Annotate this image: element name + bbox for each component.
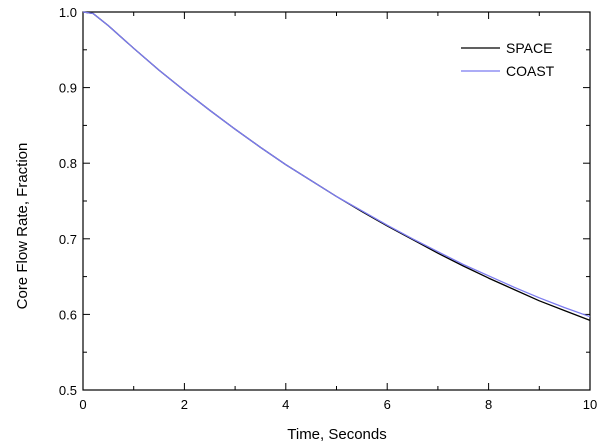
x-tick-label: 2 [181,397,188,412]
legend: SPACE COAST [461,40,555,79]
axes: 0 2 4 6 8 10 0.5 0.6 0.7 0.8 0.9 1.0 [59,5,597,412]
x-tick-label: 10 [583,397,597,412]
legend-label-coast: COAST [506,63,555,79]
x-tick-label: 0 [79,397,86,412]
y-tick-label: 0.8 [59,156,77,171]
series-lines [82,11,591,322]
series-line-space [82,11,591,322]
y-tick-label: 0.9 [59,81,77,96]
x-tick-label: 4 [282,397,289,412]
x-axis-title: Time, Seconds [287,426,387,443]
x-tick-label: 6 [384,397,391,412]
series-line-coast [82,11,591,318]
legend-label-space: SPACE [506,40,552,56]
y-tick-label: 0.5 [59,383,77,398]
x-tick-label: 8 [485,397,492,412]
y-tick-label: 0.6 [59,307,77,322]
y-axis-title: Core Flow Rate, Fraction [14,143,31,310]
y-tick-label: 1.0 [59,5,77,20]
y-tick-label: 0.7 [59,232,77,247]
